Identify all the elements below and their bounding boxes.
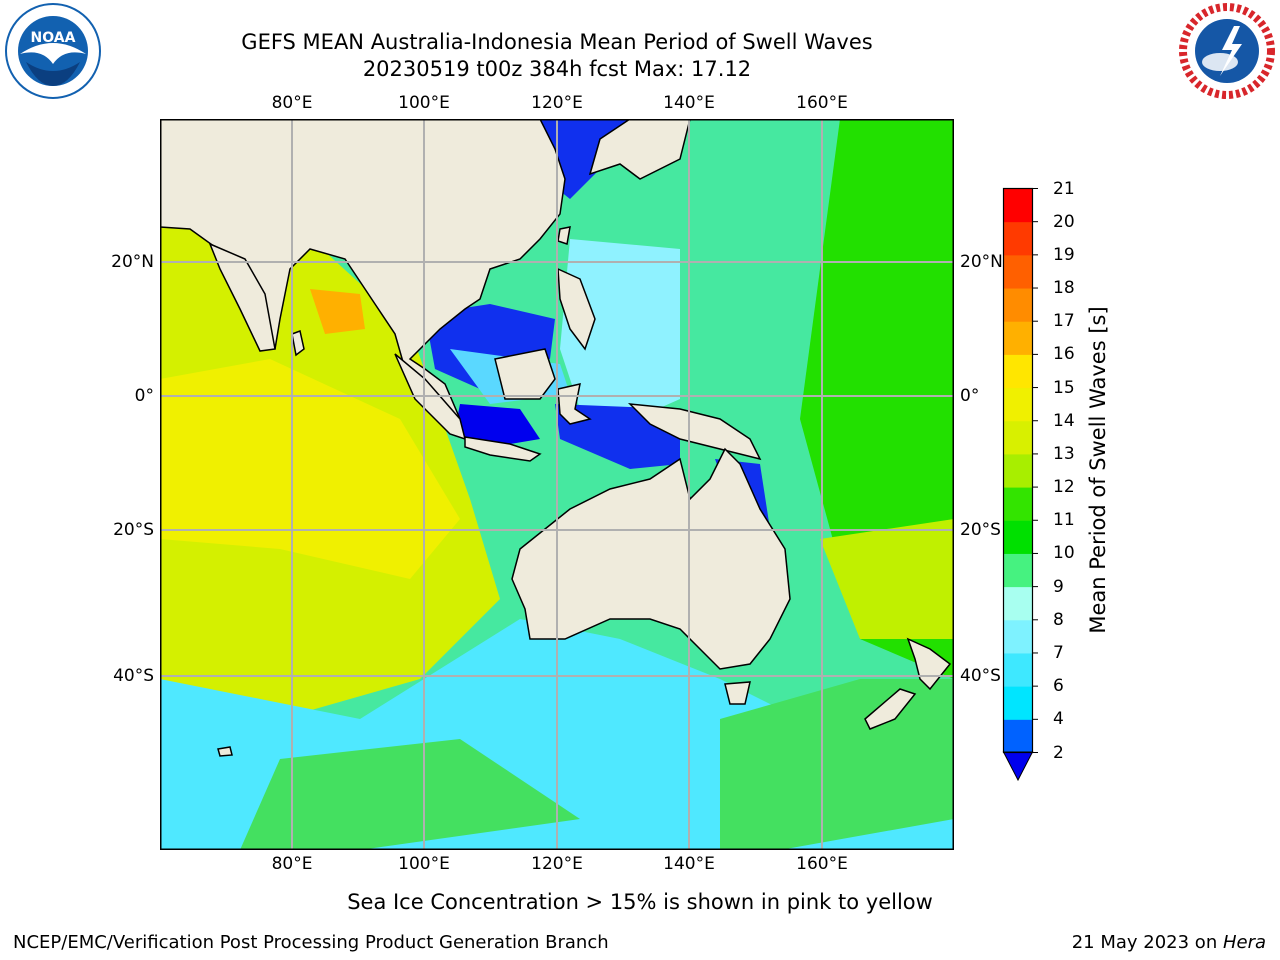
lat-label-left-40s: 40°S xyxy=(113,666,154,686)
colorbar-tick-label: 21 xyxy=(1053,178,1075,199)
colorbar-tick-label: 14 xyxy=(1053,410,1075,431)
colorbar-label: Mean Period of Swell Waves [s] xyxy=(1086,306,1110,634)
chart-title: GEFS MEAN Australia-Indonesia Mean Perio… xyxy=(241,30,873,54)
map-border xyxy=(160,119,954,850)
colorbar-segment xyxy=(1003,487,1033,521)
colorbar-extend-min xyxy=(1002,751,1034,782)
chart-subtitle: 20230519 t00z 384h fcst Max: 17.12 xyxy=(362,57,752,81)
colorbar-segment xyxy=(1003,387,1033,422)
lon-label-top-80e: 80°E xyxy=(271,93,313,113)
swell-period-map xyxy=(160,119,954,850)
colorbar-segment xyxy=(1003,520,1033,554)
bay-of-bengal-orange xyxy=(310,289,365,334)
colorbar-tick-label: 7 xyxy=(1053,642,1064,663)
colorbar-segment xyxy=(1003,586,1033,621)
colorbar-segment xyxy=(1003,453,1033,488)
southern-ocean-green-patches xyxy=(240,739,580,850)
lat-label-right-20s: 20°S xyxy=(960,520,1001,540)
colorbar-segment xyxy=(1003,354,1033,389)
credit-branch: NCEP/EMC/Verification Post Processing Pr… xyxy=(13,932,609,953)
lon-label-bottom-120e: 120°E xyxy=(531,854,583,874)
colorbar-segments xyxy=(1003,188,1033,753)
land-tasmania xyxy=(724,681,751,705)
land-korea-japan xyxy=(588,119,691,180)
lon-label-top-140e: 140°E xyxy=(663,93,715,113)
credit-host: Hera xyxy=(1222,932,1266,953)
colorbar xyxy=(1002,187,1038,782)
colorbar-tick-label: 4 xyxy=(1053,709,1064,730)
land-borneo xyxy=(494,348,556,400)
lon-label-top-100e: 100°E xyxy=(398,93,450,113)
lat-label-left-20n: 20°N xyxy=(111,252,154,272)
colorbar-tick-label: 6 xyxy=(1053,676,1064,697)
lon-label-bottom-160e: 160°E xyxy=(796,854,848,874)
land-taiwan xyxy=(557,226,571,245)
colorbar-ticks xyxy=(1032,188,1038,753)
graticule xyxy=(160,119,954,850)
colorbar-segment xyxy=(1003,321,1033,355)
colorbar-border xyxy=(1002,187,1034,754)
noaa-logo-text: NOAA xyxy=(31,30,76,46)
lat-label-left-20s: 20°S xyxy=(113,520,154,540)
lat-label-right-40s: 40°S xyxy=(960,666,1001,686)
noaa-logo: NOAA xyxy=(5,3,101,99)
land-java xyxy=(464,436,542,462)
colorbar-segment xyxy=(1003,221,1033,256)
land-new-guinea xyxy=(627,403,762,461)
colorbar-tick-label: 9 xyxy=(1053,576,1064,597)
colorbar-segment xyxy=(1003,553,1033,588)
colorbar-tick-label: 8 xyxy=(1053,609,1064,630)
colorbar-segment xyxy=(1003,619,1033,654)
colorbar-segment xyxy=(1003,188,1033,223)
lat-label-left-0: 0° xyxy=(134,386,154,406)
colorbar-tick-label: 15 xyxy=(1053,377,1075,398)
west-pacific-cyan xyxy=(560,239,680,439)
credit-date-text: 21 May 2023 on xyxy=(1071,932,1223,953)
lon-label-top-160e: 160°E xyxy=(796,93,848,113)
colorbar-tick-label: 13 xyxy=(1053,443,1075,464)
tasman-green xyxy=(720,679,954,850)
lon-label-bottom-80e: 80°E xyxy=(271,854,313,874)
sea-ice-note: Sea Ice Concentration > 15% is shown in … xyxy=(0,890,1280,914)
colorbar-tick-label: 10 xyxy=(1053,543,1075,564)
colorbar-tick-label: 2 xyxy=(1053,742,1064,763)
land-new-zealand-south xyxy=(864,688,917,730)
credit-date: 21 May 2023 on Hera xyxy=(1072,932,1266,953)
land-sri-lanka xyxy=(291,329,305,357)
land-philippines xyxy=(557,267,596,351)
indian-ocean-yellow-core xyxy=(160,359,460,579)
colorbar-segment xyxy=(1003,652,1033,687)
colorbar-segment xyxy=(1003,719,1033,753)
colorbar-tick-label: 16 xyxy=(1053,344,1075,365)
colorbar-segment xyxy=(1003,686,1033,720)
lat-label-right-0: 0° xyxy=(960,386,980,406)
colorbar-segment xyxy=(1003,420,1033,455)
lon-label-bottom-140e: 140°E xyxy=(663,854,715,874)
land-layer xyxy=(160,119,952,757)
lat-label-right-20n: 20°N xyxy=(960,252,1003,272)
land-india xyxy=(208,242,276,352)
nws-logo xyxy=(1179,3,1275,99)
colorbar-tick-label: 20 xyxy=(1053,211,1075,232)
colorbar-segment xyxy=(1003,254,1033,289)
land-sulawesi xyxy=(557,383,592,425)
colorbar-tick-label: 12 xyxy=(1053,477,1075,498)
pacific-yellow-green xyxy=(820,519,954,639)
land-australia xyxy=(511,447,791,670)
colorbar-tick-label: 17 xyxy=(1053,311,1075,332)
colorbar-tick-label: 11 xyxy=(1053,510,1075,531)
colorbar-tick-label: 18 xyxy=(1053,278,1075,299)
land-kerguelen xyxy=(217,746,233,757)
sea-ice-note-text: Sea Ice Concentration > 15% is shown in … xyxy=(347,890,933,914)
java-sea-blue xyxy=(455,404,540,449)
colorbar-segment xyxy=(1003,288,1033,322)
lon-label-top-120e: 120°E xyxy=(531,93,583,113)
colorbar-tick-label: 19 xyxy=(1053,244,1075,265)
lon-label-bottom-100e: 100°E xyxy=(398,854,450,874)
